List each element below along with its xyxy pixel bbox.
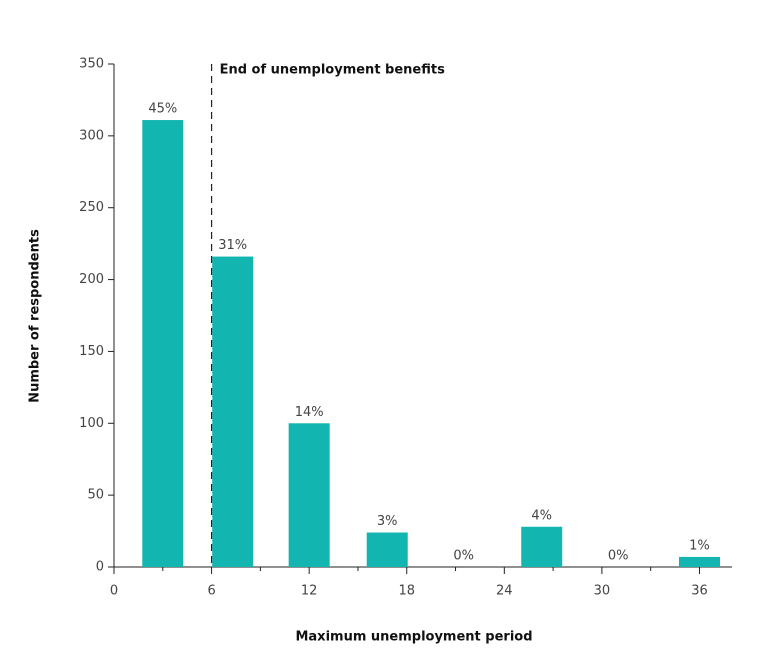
share-label: 1% bbox=[689, 538, 710, 553]
y-tick-label: 100 bbox=[79, 416, 104, 431]
y-tick-label: 300 bbox=[79, 128, 104, 143]
bar bbox=[288, 423, 330, 567]
bar bbox=[366, 532, 408, 567]
x-tick-label: 24 bbox=[496, 584, 513, 599]
y-tick-label: 250 bbox=[79, 200, 104, 215]
share-label: 14% bbox=[295, 405, 324, 420]
x-tick-label: 0 bbox=[110, 584, 118, 599]
bar bbox=[142, 120, 184, 567]
x-axis-title: Maximum unemployment period bbox=[295, 630, 532, 645]
y-tick-label: 150 bbox=[79, 344, 104, 359]
y-tick-label: 200 bbox=[79, 272, 104, 287]
bar bbox=[678, 556, 720, 567]
reference-label: End of unemployment benefits bbox=[220, 63, 446, 78]
y-axis-title: Number of respondents bbox=[28, 229, 43, 403]
share-label: 3% bbox=[377, 514, 398, 529]
x-tick-label: 12 bbox=[301, 584, 318, 599]
x-tick-label: 18 bbox=[398, 584, 415, 599]
y-tick-label: 0 bbox=[96, 560, 104, 575]
share-label: 4% bbox=[531, 508, 552, 523]
y-tick-label: 50 bbox=[87, 488, 104, 503]
x-tick-label: 6 bbox=[207, 584, 215, 599]
share-label: 0% bbox=[608, 549, 629, 564]
bar bbox=[212, 256, 254, 567]
bar bbox=[521, 526, 563, 567]
x-tick-label: 36 bbox=[691, 584, 708, 599]
x-tick-label: 30 bbox=[594, 584, 611, 599]
share-label: 31% bbox=[218, 238, 247, 253]
y-tick-label: 350 bbox=[79, 57, 104, 72]
share-label: 0% bbox=[453, 549, 474, 564]
share-label: 45% bbox=[148, 102, 177, 117]
